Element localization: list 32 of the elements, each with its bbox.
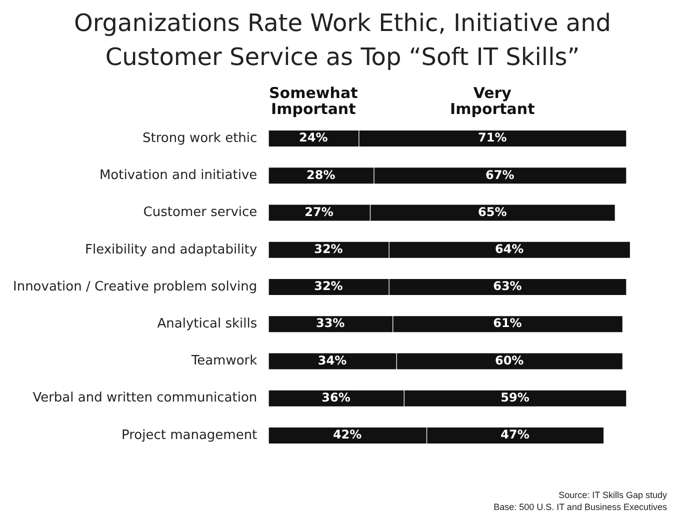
text: Base: 500 U.S. IT and Business Executives bbox=[494, 501, 667, 513]
data-label: 32% bbox=[314, 279, 343, 294]
data-label: 24% bbox=[299, 130, 328, 145]
y-tick-label: Verbal and written communication bbox=[32, 390, 258, 406]
y-tick-label: Strong work ethic bbox=[142, 130, 258, 146]
data-label: 42% bbox=[332, 428, 362, 442]
data-label: 60% bbox=[494, 353, 524, 368]
data-label: 65% bbox=[478, 204, 507, 219]
data-label: 61% bbox=[493, 316, 522, 330]
source-note: Source: IT Skills Gap study bbox=[558, 489, 667, 501]
data-label: 63% bbox=[493, 279, 522, 294]
data-label: 34% bbox=[318, 353, 347, 368]
y-tick-label: Project management bbox=[121, 428, 258, 443]
chart-title: Organizations Rate Work Ethic, Initiative and Customer Service as Top “Soft IT Skills” bbox=[72, 8, 612, 73]
y-tick-label: Flexibility and adaptability bbox=[85, 242, 258, 258]
data-label: 64% bbox=[494, 242, 524, 256]
data-label: 36% bbox=[322, 390, 350, 404]
data-label: 32% bbox=[314, 242, 343, 256]
data-label: 67% bbox=[486, 168, 514, 182]
data-label: 33% bbox=[316, 316, 345, 330]
data-label: 71% bbox=[478, 130, 507, 145]
y-tick-label: Teamwork bbox=[190, 354, 258, 369]
y-tick-label: Customer service bbox=[143, 205, 258, 220]
data-label: 27% bbox=[304, 204, 334, 219]
data-label: 59% bbox=[500, 390, 530, 404]
data-label: 47% bbox=[500, 428, 530, 442]
y-tick-label: Analytical skills bbox=[157, 316, 258, 332]
series-label: Somewhat Important bbox=[269, 84, 358, 118]
data-label: 28% bbox=[306, 168, 336, 182]
y-tick-label: Innovation / Creative problem solving bbox=[12, 279, 258, 294]
y-tick-label: Motivation and initiative bbox=[99, 168, 258, 184]
series-label: Very Important bbox=[450, 84, 535, 118]
